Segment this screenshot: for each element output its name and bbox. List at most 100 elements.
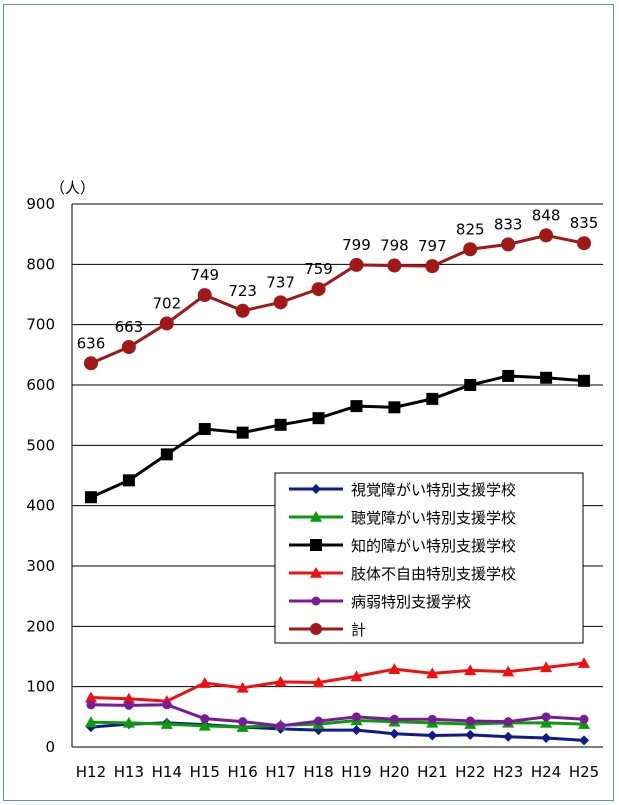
data-point [312, 676, 325, 688]
data-point [84, 491, 97, 504]
data-point [578, 374, 591, 387]
data-point [501, 237, 516, 252]
y-tick-label: 700 [26, 316, 55, 334]
chart-frame [3, 4, 614, 801]
axes: 0 100 200 300 400 500 600 700 800 900 H12 H13 H14 H15… [26, 195, 603, 781]
series-3 [84, 657, 591, 706]
data-point [539, 228, 554, 243]
x-tick-label: H17 [265, 763, 295, 781]
legend-item: 知的障がい特別支援学校 [289, 537, 516, 555]
data-point [540, 716, 553, 728]
data-point [310, 623, 322, 635]
data-label: 759 [304, 260, 333, 278]
y-tick-label: 200 [26, 617, 55, 635]
data-point [464, 664, 477, 676]
data-point [312, 412, 325, 425]
data-point [198, 719, 211, 731]
data-point [310, 511, 322, 522]
data-point [273, 295, 288, 310]
data-point [465, 729, 476, 740]
data-point [86, 700, 96, 710]
data-point [351, 712, 361, 722]
legend-label: 肢体不自由特別支援学校 [351, 565, 516, 583]
data-point [351, 725, 362, 736]
data-point [350, 400, 363, 413]
data-point [427, 714, 437, 724]
data-label: 702 [153, 294, 182, 312]
x-tick-label: H18 [303, 763, 333, 781]
y-tick-label: 900 [26, 195, 55, 213]
data-label: 798 [380, 237, 409, 255]
data-point [310, 539, 322, 551]
data-point [311, 596, 321, 606]
data-point [274, 675, 287, 687]
legend-label: 視覚障がい特別支援学校 [351, 481, 516, 499]
data-point [311, 484, 321, 494]
legend-item: 計 [289, 621, 366, 639]
x-tick-label: H19 [341, 763, 371, 781]
gridlines [72, 203, 603, 688]
data-point [236, 426, 249, 439]
legend-item: 聴覚障がい特別支援学校 [289, 509, 516, 527]
data-point [276, 721, 286, 731]
data-point [541, 712, 551, 722]
data-point [236, 681, 249, 693]
data-point [274, 418, 287, 431]
data-point [311, 282, 326, 297]
data-point [236, 721, 249, 732]
data-label: 799 [342, 236, 371, 254]
data-point [427, 730, 438, 741]
series-2 [84, 369, 591, 504]
data-labels: 636 663 702 749 723 737 759 799 798 797 825 833 848 8… [77, 206, 599, 352]
data-point [463, 242, 478, 257]
data-point [200, 714, 210, 724]
data-point [541, 732, 552, 743]
x-tick-label: H24 [531, 763, 561, 781]
data-point [502, 369, 515, 382]
data-point [389, 714, 399, 724]
series-line [90, 374, 585, 499]
x-tick-label: H23 [493, 763, 523, 781]
data-point [578, 657, 591, 668]
y-tick-label: 400 [26, 497, 55, 515]
data-point [122, 716, 135, 728]
legend-box [274, 472, 584, 644]
data-point [464, 379, 477, 391]
data-point [388, 663, 401, 674]
x-tick-label: H20 [379, 763, 409, 781]
x-tick-label: H25 [569, 763, 599, 781]
data-point [349, 257, 364, 272]
data-point [198, 677, 211, 688]
data-point [426, 667, 439, 679]
data-point [162, 700, 172, 710]
data-label: 737 [266, 273, 295, 291]
data-point [124, 700, 134, 710]
data-point [540, 661, 553, 673]
data-point [310, 567, 322, 578]
y-unit-label: （人） [50, 179, 95, 197]
legend-item: 視覚障がい特別支援学校 [289, 481, 516, 499]
data-point [540, 371, 553, 384]
series-4 [86, 700, 589, 731]
data-point [465, 716, 475, 726]
legend-label: 聴覚障がい特別支援学校 [351, 509, 516, 527]
data-point [84, 691, 97, 703]
data-point [502, 665, 515, 677]
legend-label: 計 [351, 621, 366, 639]
x-tick-label: H15 [190, 763, 220, 781]
data-point [159, 316, 174, 331]
data-point [83, 356, 98, 371]
y-tick-label: 600 [26, 376, 55, 394]
x-tick-label: H16 [227, 763, 257, 781]
data-label: 797 [418, 237, 447, 255]
y-tick-label: 500 [26, 436, 55, 454]
data-point [503, 717, 513, 727]
series-line [90, 718, 585, 729]
data-point [122, 474, 135, 487]
x-tick-label: H13 [114, 763, 144, 781]
data-label: 663 [115, 318, 144, 336]
data-point [426, 392, 439, 405]
data-point [160, 718, 173, 729]
data-point [425, 259, 440, 274]
data-point [388, 401, 401, 414]
